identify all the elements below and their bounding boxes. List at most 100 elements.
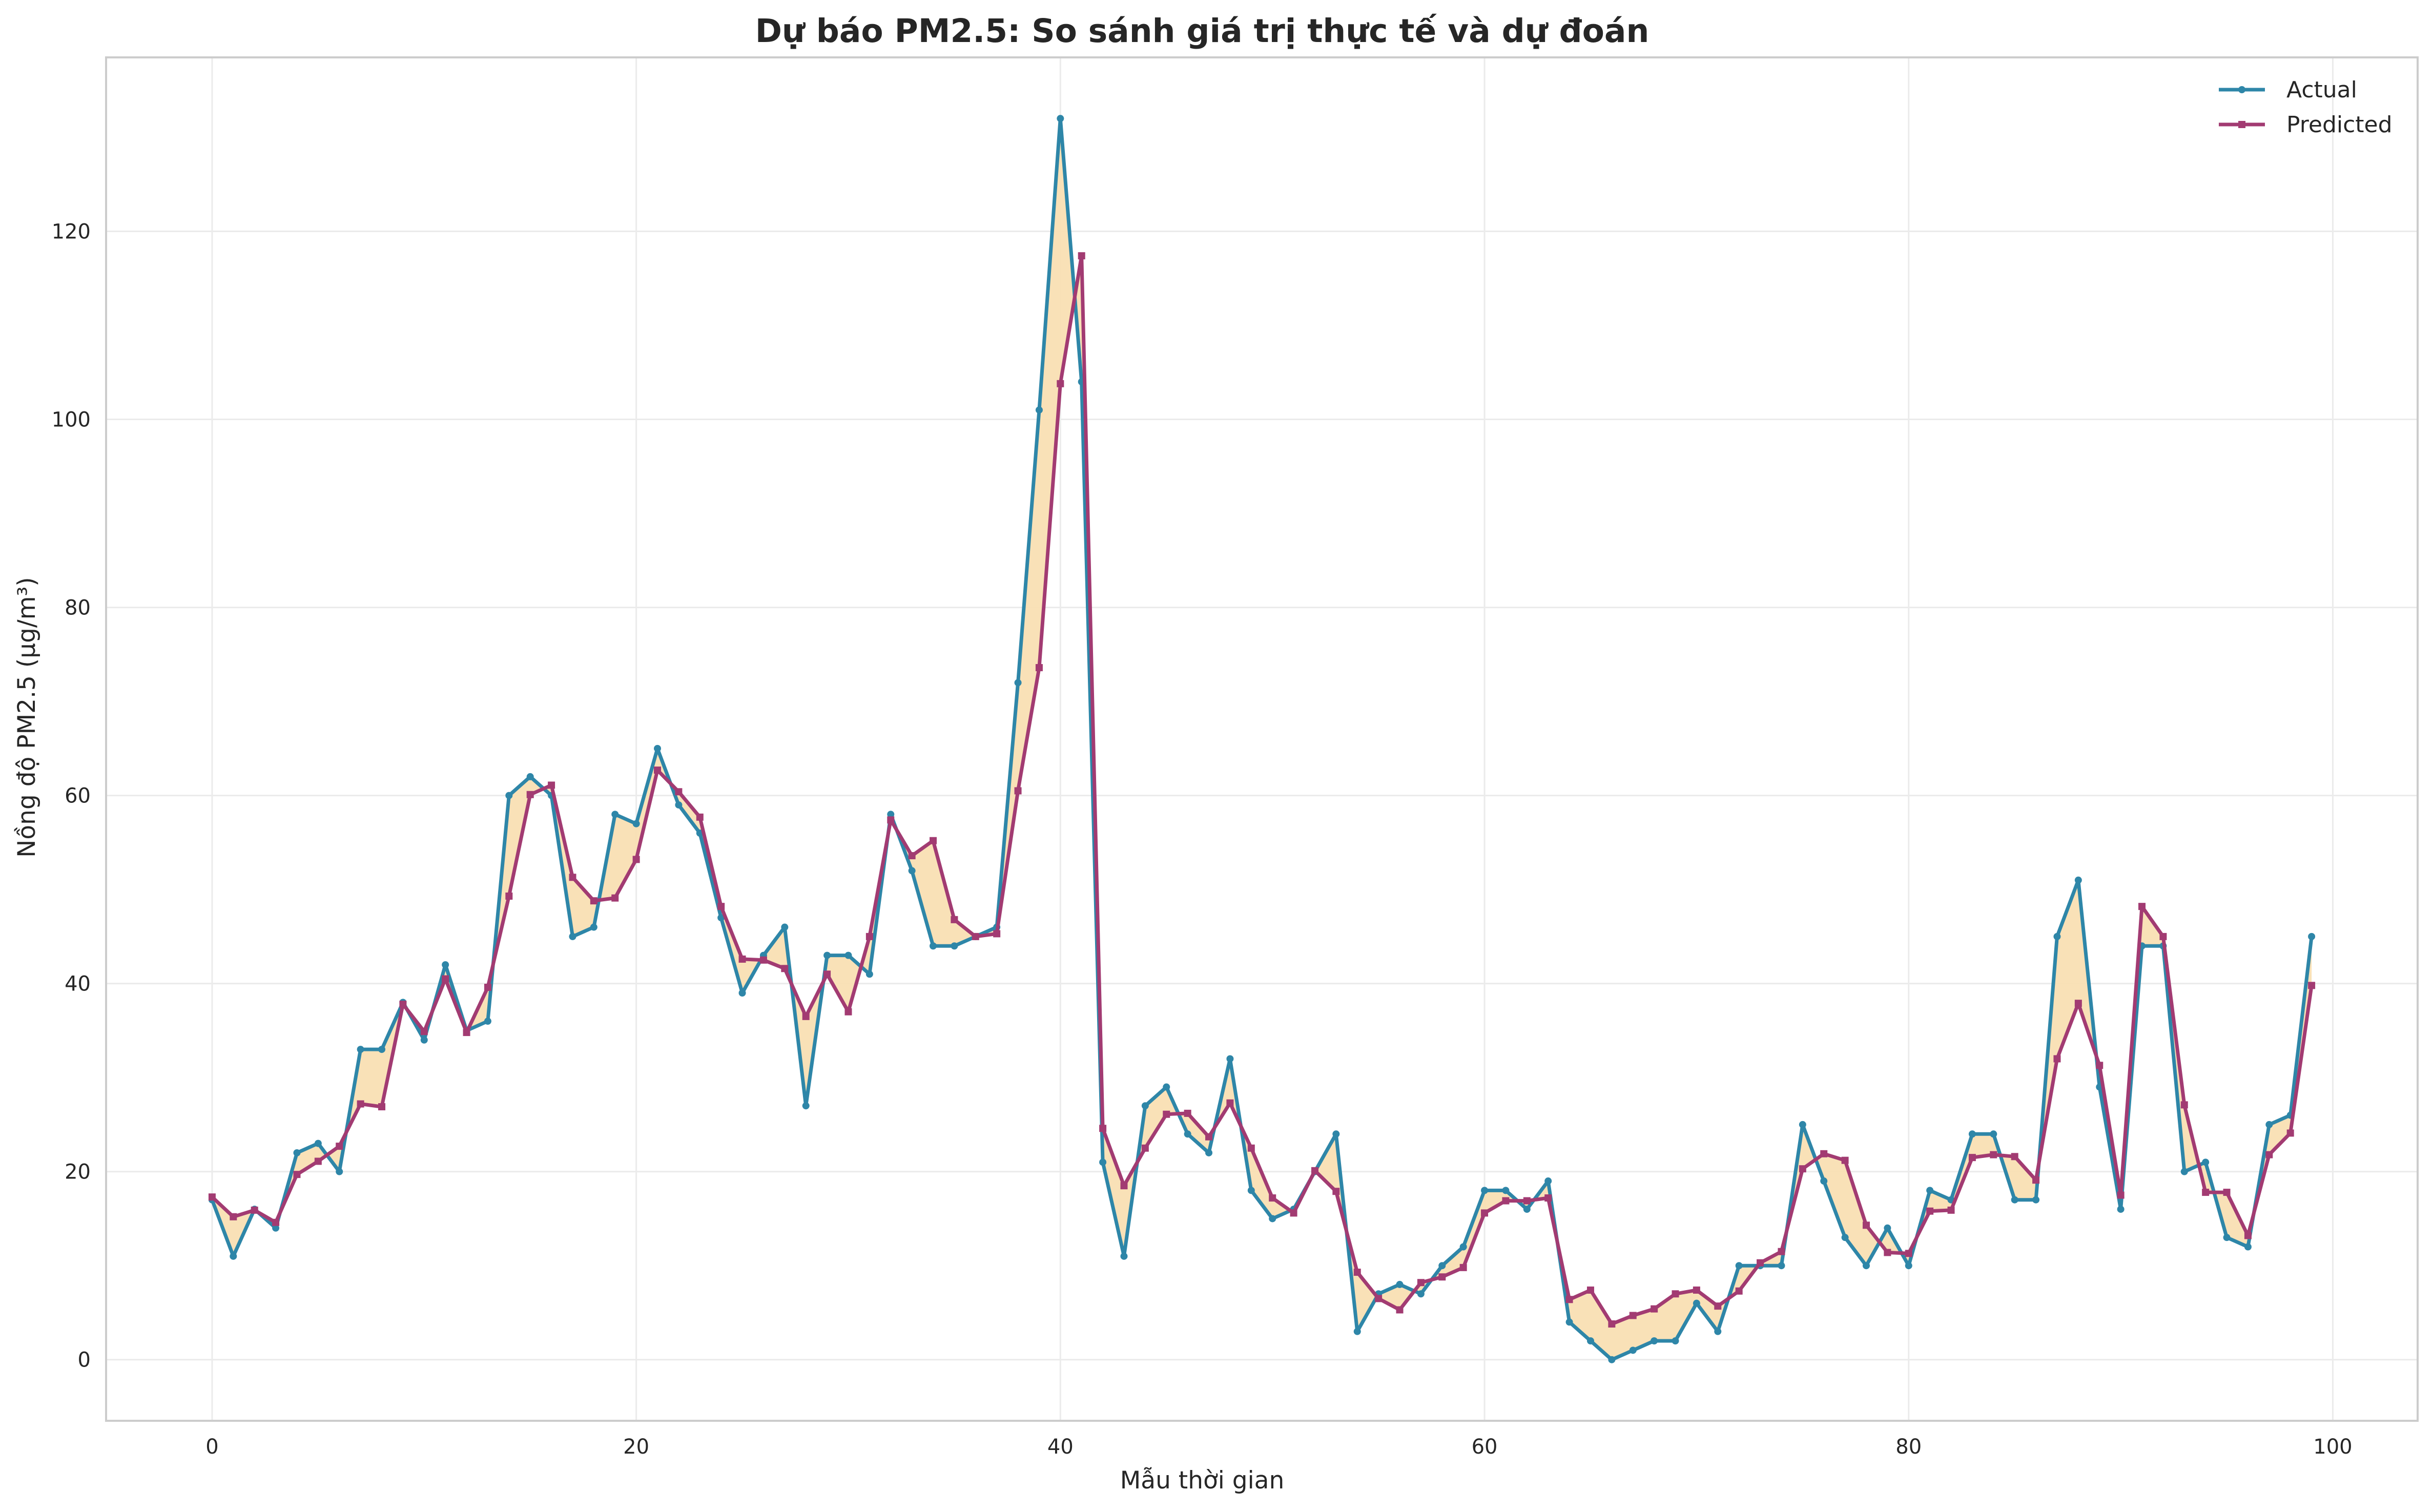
predicted-line [211,254,2314,1326]
actual-point [2053,933,2061,940]
predicted-point [1332,1188,1340,1195]
predicted-point [1841,1156,1849,1164]
actual-point [569,933,576,940]
predicted-point [1014,787,1022,795]
predicted-point [548,781,555,789]
predicted-point [442,975,449,983]
actual-line [210,116,2314,1362]
actual-point [293,1149,301,1156]
actual-point [1735,1262,1743,1270]
y-tick-label: 120 [52,220,91,244]
predicted-point [908,852,916,860]
actual-point [1396,1280,1404,1288]
predicted-point [1565,1296,1573,1303]
predicted-point [336,1143,343,1150]
predicted-point [2138,903,2146,910]
predicted-point [1651,1305,1658,1313]
actual-point [1629,1347,1637,1354]
predicted-point [2244,1232,2252,1239]
predicted-point [887,816,895,824]
predicted-point [951,916,958,923]
predicted-point [1120,1182,1128,1190]
actual-point [1523,1206,1531,1213]
legend-label: Actual [2286,77,2357,103]
predicted-point [802,1012,810,1020]
predicted-point [611,894,619,902]
predicted-point [2074,1000,2082,1007]
predicted-point [2117,1191,2125,1199]
predicted-point [526,791,534,798]
actual-point [1035,406,1043,414]
predicted-point [1057,380,1064,387]
actual-point [336,1168,343,1175]
actual-point [378,1046,386,1053]
actual-point [611,811,619,818]
predicted-point [1353,1269,1361,1276]
actual-point [1714,1328,1722,1335]
predicted-point [865,933,873,940]
predicted-point [1757,1259,1764,1267]
predicted-point [1099,1125,1107,1132]
actual-point [887,811,895,818]
legend-label: Predicted [2286,112,2393,138]
tick-label-layer: 0 20 40 60 80 100 0 20 40 60 80 100 120 [52,220,2353,1459]
predicted-point [463,1029,470,1037]
actual-point [1586,1337,1594,1345]
actual-point [1608,1356,1616,1363]
predicted-point [1141,1144,1149,1152]
predicted-point [2308,982,2316,989]
predicted-point [1396,1306,1404,1314]
actual-point [1862,1262,1870,1270]
predicted-point [717,903,725,910]
actual-point [1057,115,1064,122]
actual-point [1247,1187,1255,1194]
actual-point [781,923,789,931]
predicted-point [1184,1109,1191,1117]
predicted-point [272,1218,280,1226]
predicted-point [314,1157,322,1165]
actual-point [1693,1299,1700,1307]
x-axis-label: Mẫu thời gian [1120,1466,1285,1495]
chart-title: Dự báo PM2.5: So sánh giá trị thực tế và… [755,12,1650,50]
actual-point [865,970,873,978]
actual-point [1163,1083,1170,1091]
series-actual [208,115,2316,1363]
actual-point [738,989,746,997]
predicted-point [1481,1209,1489,1217]
predicted-point [1459,1264,1467,1271]
x-tick-label: 80 [1895,1435,1922,1459]
actual-point [1438,1262,1446,1270]
y-tick-label: 60 [65,784,91,808]
actual-point [590,923,597,931]
predicted-point [1947,1206,1955,1214]
predicted-point [2159,933,2167,940]
actual-point [1651,1337,1658,1345]
predicted-point [251,1206,258,1214]
actual-point [717,914,725,922]
predicted-point [2202,1189,2210,1196]
actual-point [908,867,916,875]
actual-point [1672,1337,1679,1345]
predicted-point [759,956,767,964]
actual-point [2223,1234,2231,1241]
actual-point [1502,1187,1510,1194]
actual-point [654,744,662,752]
legend: Actual Predicted [2219,77,2393,138]
predicted-point [1968,1154,1976,1162]
predicted-point [972,933,979,940]
actual-point [1799,1121,1806,1128]
actual-point [442,961,449,968]
series-predicted [208,252,2316,1328]
predicted-point [505,892,513,900]
predicted-point [1672,1290,1679,1298]
predicted-point [1586,1286,1594,1294]
actual-point [1990,1130,1997,1138]
actual-point [2074,876,2082,884]
predicted-point [632,856,640,863]
plot-frame [105,56,2419,1422]
predicted-point [1375,1295,1383,1302]
predicted-point [1608,1320,1616,1328]
predicted-point [399,1001,407,1008]
actual-point [1841,1234,1849,1241]
